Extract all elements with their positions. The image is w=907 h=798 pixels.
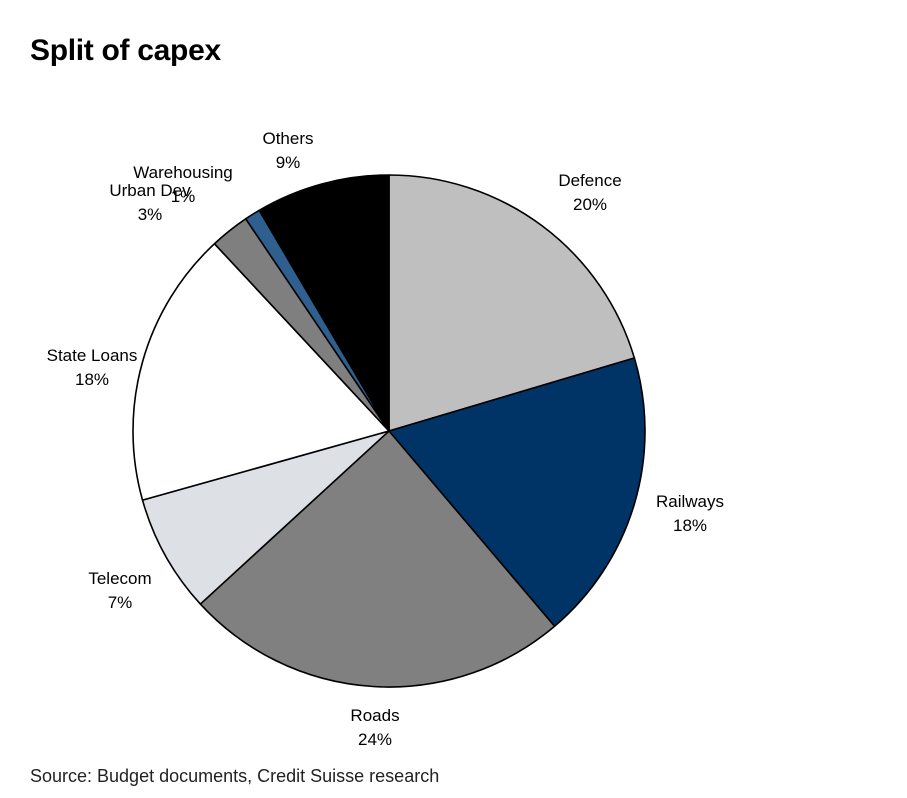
pie-slice-defence	[388, 174, 636, 432]
slice-label-warehousing: Warehousing	[133, 163, 233, 182]
source-note: Source: Budget documents, Credit Suisse …	[30, 766, 440, 786]
pie-slice-railways	[388, 357, 646, 628]
slice-pct-warehousing: 1%	[171, 187, 196, 206]
slice-pct-telecom: 7%	[108, 593, 133, 612]
slice-pct-railways: 18%	[673, 516, 707, 535]
chart-title: Split of capex	[30, 34, 221, 67]
slice-pct-urban-dev: 3%	[138, 205, 163, 224]
slice-label-telecom: Telecom	[88, 569, 151, 588]
slice-pct-roads: 24%	[358, 730, 392, 749]
slice-pct-defence: 20%	[573, 195, 607, 214]
pie-slice-state-loans	[132, 242, 390, 501]
slice-pct-state-loans: 18%	[75, 370, 109, 389]
slice-label-railways: Railways	[656, 492, 724, 511]
slice-label-others: Others	[262, 129, 313, 148]
slice-label-defence: Defence	[558, 171, 621, 190]
pie-slice-others	[258, 174, 390, 432]
pie-slice-telecom	[141, 430, 390, 605]
slice-label-roads: Roads	[350, 706, 399, 725]
slice-label-urban-dev: Urban Dev	[109, 181, 191, 200]
pie-slice-roads	[199, 430, 556, 688]
slice-pct-others: 9%	[276, 153, 301, 172]
slice-label-state-loans: State Loans	[47, 346, 138, 365]
